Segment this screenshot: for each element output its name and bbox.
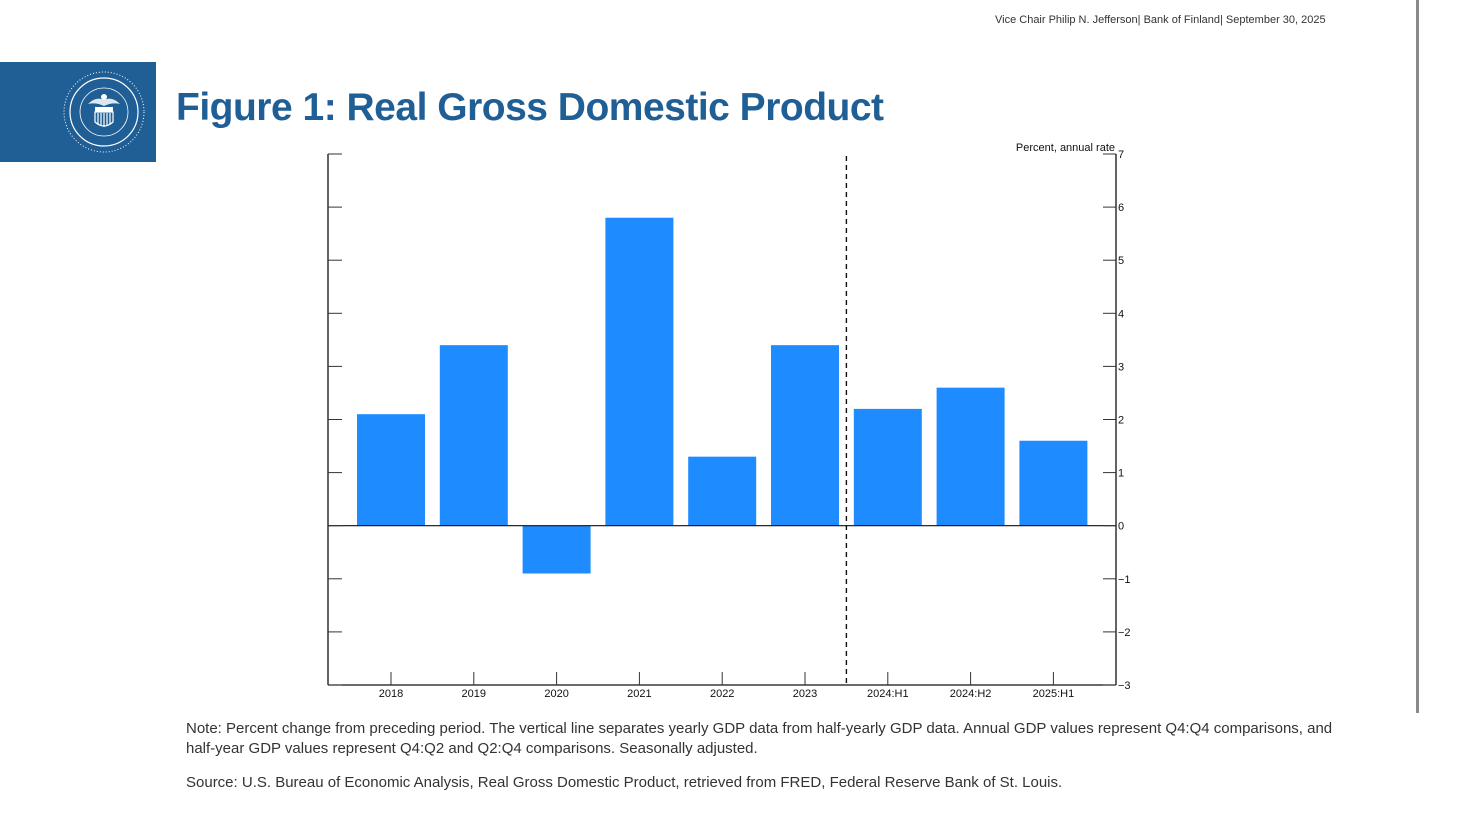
bars-layer (357, 217, 1088, 574)
bar-2021 (605, 217, 674, 526)
logo-band (0, 62, 156, 162)
y-tick-label: 7 (1118, 149, 1124, 161)
presentation-meta: Vice Chair Philip N. Jefferson| Bank of … (995, 14, 1326, 26)
y-tick-label: 3 (1118, 361, 1124, 373)
x-tick-label: 2021 (627, 688, 651, 700)
bar-2025-h1 (1019, 440, 1088, 526)
page-title: Figure 1: Real Gross Domestic Product (176, 86, 884, 129)
x-tick-label: 2019 (462, 688, 486, 700)
y-tick-label: −3 (1118, 680, 1131, 692)
bar-2022 (688, 456, 757, 526)
bar-2020 (522, 525, 591, 574)
y-tick-label: 5 (1118, 255, 1124, 267)
x-tick-label: 2025:H1 (1033, 688, 1075, 700)
bar-2023 (771, 345, 839, 526)
x-tick-label: 2024:H1 (867, 688, 909, 700)
bar-2018 (357, 414, 425, 526)
x-tick-label: 2024:H2 (950, 688, 992, 700)
chart-note: Note: Percent change from preceding peri… (186, 720, 1333, 757)
y-tick-label: −2 (1118, 627, 1131, 639)
chart-source: Source: U.S. Bureau of Economic Analysis… (186, 774, 1063, 791)
bar-2024-h2 (936, 387, 1005, 526)
x-tick-label: 2022 (710, 688, 734, 700)
axes-layer: −3 −2 −1 0 1 2 3 4 5 6 7 2018 2019 2020 2021 2022 2023 20… (327, 149, 1131, 700)
y-tick-label: −1 (1118, 574, 1131, 586)
y-tick-label: 0 (1118, 521, 1124, 533)
y-axis-label: Percent, annual rate (1016, 142, 1115, 154)
bar-2024-h1 (853, 408, 922, 526)
x-tick-label: 2020 (544, 688, 568, 700)
bar-2019 (439, 345, 508, 526)
x-tick-label: 2023 (793, 688, 817, 700)
y-tick-label: 6 (1118, 202, 1124, 214)
y-tick-label: 1 (1118, 468, 1124, 480)
y-tick-label: 2 (1118, 415, 1124, 427)
y-tick-label: 4 (1118, 308, 1124, 320)
x-tick-label: 2018 (379, 688, 403, 700)
federal-reserve-seal-icon (63, 71, 145, 153)
slide-edge-divider (1416, 0, 1419, 713)
